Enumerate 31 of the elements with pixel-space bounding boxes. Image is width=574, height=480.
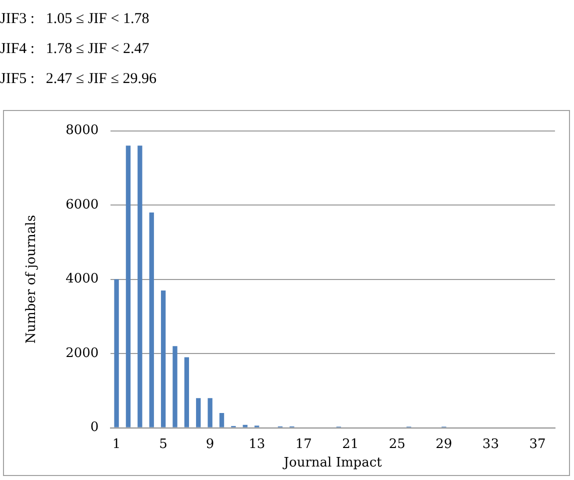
y-tick-label: 8000 bbox=[66, 123, 99, 138]
x-tick-label: 9 bbox=[206, 436, 214, 452]
x-tick-label: 25 bbox=[388, 436, 406, 452]
bar bbox=[149, 212, 154, 428]
x-tick-label: 17 bbox=[295, 436, 312, 452]
bar bbox=[208, 398, 212, 428]
x-tick-label: 21 bbox=[342, 436, 359, 452]
bar bbox=[160, 290, 166, 428]
x-tick-label: 1 bbox=[112, 436, 121, 452]
bar bbox=[126, 146, 131, 428]
bar bbox=[114, 279, 119, 428]
bar bbox=[219, 412, 224, 428]
bar bbox=[196, 398, 201, 428]
x-tick-label: 13 bbox=[248, 436, 266, 452]
x-axis-title: Journal Impact bbox=[282, 456, 383, 471]
text: JIF3 : 1.05 ≤ JIF < 1.78 bbox=[0, 10, 150, 29]
x-tick-label: 33 bbox=[482, 436, 499, 452]
bar bbox=[172, 346, 178, 428]
y-tick-label: 0 bbox=[90, 420, 99, 436]
bar bbox=[242, 424, 248, 428]
y-tick-label: 4000 bbox=[66, 272, 99, 287]
x-tick-label: 37 bbox=[529, 436, 546, 452]
x-tick-label: 29 bbox=[436, 436, 452, 452]
x-tick-label: 5 bbox=[159, 436, 168, 452]
y-tick-label: 2000 bbox=[66, 346, 99, 361]
text: JIF4 : 1.78 ≤ JIF < 2.47 bbox=[0, 40, 150, 59]
text: JIF5 : 2.47 ≤ JIF ≤ 29.96 bbox=[0, 70, 156, 89]
y-axis-title: Number of journals bbox=[24, 214, 40, 344]
y-tick-label: 6000 bbox=[66, 197, 99, 212]
bar bbox=[184, 357, 190, 428]
bar bbox=[138, 146, 142, 428]
